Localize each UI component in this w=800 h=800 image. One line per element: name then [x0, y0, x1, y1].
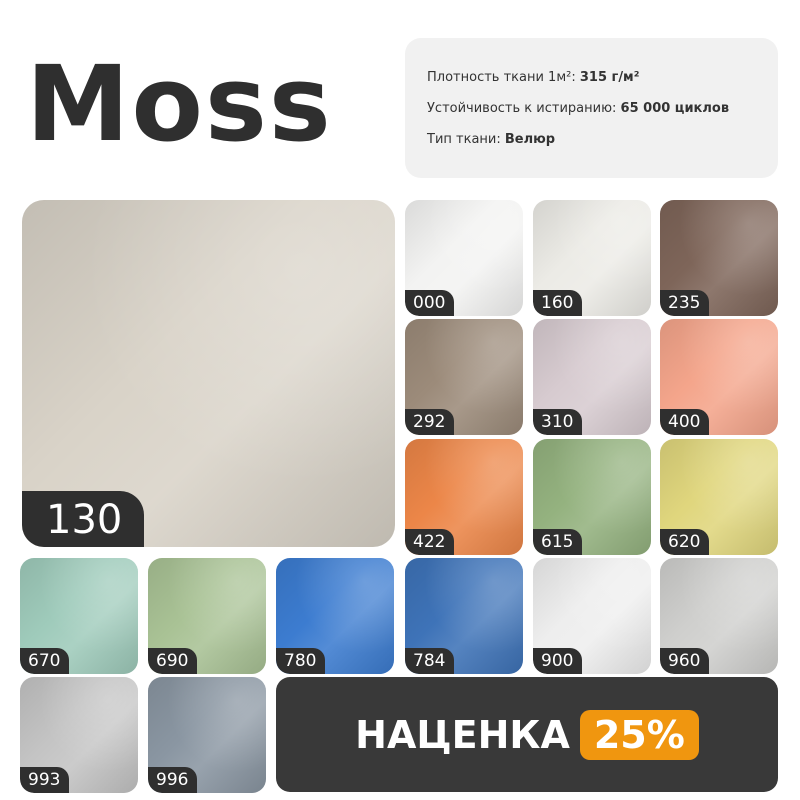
swatch-code: 780: [276, 648, 326, 674]
swatch-code: 422: [405, 529, 455, 555]
color-swatch[interactable]: 780: [276, 558, 394, 674]
color-swatch[interactable]: 235: [660, 200, 778, 316]
specs-panel: Плотность ткани 1м²: 315 г/м² Устойчивос…: [405, 38, 778, 178]
color-swatch[interactable]: 160: [533, 200, 651, 316]
swatch-code: 784: [405, 648, 455, 674]
swatch-code: 670: [20, 648, 70, 674]
swatch-code: 130: [22, 491, 145, 547]
color-swatch[interactable]: 690: [148, 558, 266, 674]
markup-banner: НАЦЕНКА 25%: [276, 677, 778, 792]
color-swatch[interactable]: 310: [533, 319, 651, 435]
swatch-code: 996: [148, 767, 198, 793]
swatch-code: 620: [660, 529, 710, 555]
markup-percent-badge: 25%: [579, 709, 699, 760]
swatch-code: 400: [660, 409, 710, 435]
swatch-code: 960: [660, 648, 710, 674]
swatch-code: 235: [660, 290, 710, 316]
swatch-code: 900: [533, 648, 583, 674]
color-swatch[interactable]: 000: [405, 200, 523, 316]
color-swatch[interactable]: 784: [405, 558, 523, 674]
swatch-code: 160: [533, 290, 583, 316]
color-swatch[interactable]: 960: [660, 558, 778, 674]
color-swatch[interactable]: 292: [405, 319, 523, 435]
color-swatch[interactable]: 615: [533, 439, 651, 555]
spec-type: Тип ткани: Велюр: [427, 132, 556, 147]
color-swatch[interactable]: 620: [660, 439, 778, 555]
fabric-image: [660, 439, 778, 555]
color-swatch[interactable]: 670: [20, 558, 138, 674]
color-swatch[interactable]: 996: [148, 677, 266, 793]
spec-density: Плотность ткани 1м²: 315 г/м²: [427, 70, 640, 85]
swatch-code: 292: [405, 409, 455, 435]
fabric-image: [660, 319, 778, 435]
spec-abrasion: Устойчивость к истиранию: 65 000 циклов: [427, 101, 730, 116]
product-title: Moss: [26, 43, 333, 165]
color-swatch[interactable]: 400: [660, 319, 778, 435]
color-swatch[interactable]: 993: [20, 677, 138, 793]
swatch-code: 310: [533, 409, 583, 435]
swatch-code: 993: [20, 767, 70, 793]
color-swatch[interactable]: 900: [533, 558, 651, 674]
swatch-code: 000: [405, 290, 455, 316]
markup-label: НАЦЕНКА: [355, 712, 570, 757]
swatch-code: 615: [533, 529, 583, 555]
color-swatch[interactable]: 422: [405, 439, 523, 555]
swatch-code: 690: [148, 648, 198, 674]
featured-swatch[interactable]: 130: [22, 200, 395, 547]
fabric-image: [22, 200, 395, 547]
